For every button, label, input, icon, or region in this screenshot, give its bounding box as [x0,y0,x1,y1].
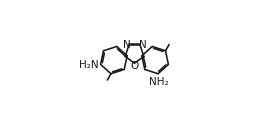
Text: H₂N: H₂N [79,60,98,70]
Text: NH₂: NH₂ [149,77,169,87]
Text: O: O [130,61,139,71]
Text: N: N [139,39,146,49]
Text: N: N [123,39,130,49]
